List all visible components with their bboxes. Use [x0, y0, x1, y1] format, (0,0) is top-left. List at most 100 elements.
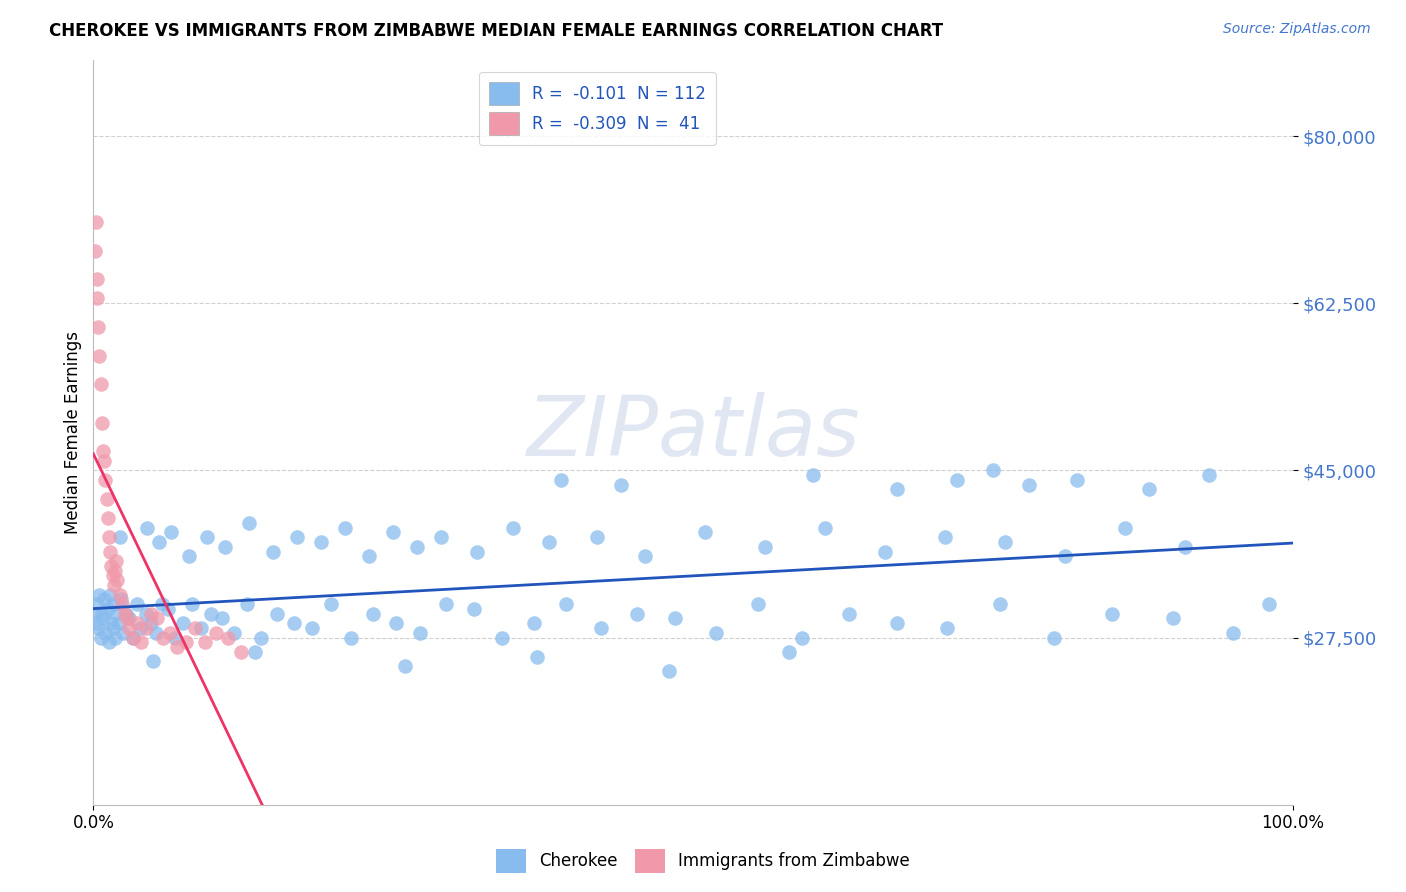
Point: [146, 611, 169, 625]
Point: [792, 631, 814, 645]
Point: [946, 473, 969, 487]
Point: [101, 568, 124, 582]
Point: [266, 607, 288, 621]
Point: [122, 631, 145, 645]
Point: [408, 625, 430, 640]
Point: [555, 597, 578, 611]
Point: [361, 607, 384, 621]
Point: [104, 631, 127, 645]
Point: [125, 597, 148, 611]
Point: [936, 621, 959, 635]
Point: [301, 621, 323, 635]
Point: [118, 611, 141, 625]
Point: [163, 631, 186, 645]
Point: [97, 602, 120, 616]
Point: [107, 616, 129, 631]
Point: [179, 549, 201, 564]
Point: [90, 607, 112, 621]
Point: [394, 659, 416, 673]
Point: [994, 535, 1017, 549]
Point: [190, 621, 212, 635]
Point: [136, 521, 159, 535]
Point: [150, 597, 173, 611]
Point: [658, 664, 681, 678]
Point: [111, 597, 134, 611]
Point: [538, 535, 561, 549]
Point: [180, 597, 202, 611]
Point: [1222, 625, 1244, 640]
Point: [589, 621, 612, 635]
Point: [406, 540, 429, 554]
Point: [1137, 483, 1160, 497]
Point: [664, 611, 686, 625]
Point: [214, 540, 236, 554]
Text: ZIPatlas: ZIPatlas: [526, 392, 860, 473]
Point: [135, 621, 157, 635]
Point: [262, 544, 284, 558]
Point: [89, 588, 111, 602]
Point: [105, 573, 128, 587]
Point: [94, 625, 117, 640]
Point: [1043, 631, 1066, 645]
Point: [142, 654, 165, 668]
Point: [96, 491, 118, 506]
Point: [98, 544, 121, 558]
Point: [1066, 473, 1088, 487]
Y-axis label: Median Female Earnings: Median Female Earnings: [65, 331, 82, 533]
Point: [84, 215, 107, 229]
Point: [86, 597, 108, 611]
Point: [988, 597, 1011, 611]
Point: [934, 530, 956, 544]
Point: [359, 549, 381, 564]
Point: [139, 616, 162, 631]
Point: [586, 530, 609, 544]
Point: [1114, 521, 1136, 535]
Point: [222, 625, 245, 640]
Point: [981, 463, 1004, 477]
Point: [83, 607, 105, 621]
Point: [335, 521, 357, 535]
Point: [1101, 607, 1123, 621]
Point: [1174, 540, 1197, 554]
Point: [118, 621, 141, 635]
Point: [103, 597, 125, 611]
Point: [384, 616, 406, 631]
Point: [465, 544, 488, 558]
Point: [1198, 468, 1220, 483]
Point: [875, 544, 897, 558]
Point: [283, 616, 305, 631]
Point: [245, 645, 267, 659]
Point: [166, 640, 188, 654]
Point: [747, 597, 769, 611]
Point: [145, 625, 167, 640]
Point: [340, 631, 363, 645]
Point: [610, 477, 633, 491]
Point: [382, 525, 405, 540]
Point: [174, 635, 197, 649]
Point: [135, 607, 157, 621]
Point: [131, 621, 153, 635]
Point: [108, 588, 131, 602]
Point: [1161, 611, 1184, 625]
Point: [704, 625, 727, 640]
Point: [94, 473, 117, 487]
Point: [105, 607, 128, 621]
Point: [886, 616, 908, 631]
Point: [526, 649, 548, 664]
Point: [89, 631, 111, 645]
Point: [86, 292, 108, 306]
Point: [131, 635, 153, 649]
Point: [89, 349, 111, 363]
Point: [1258, 597, 1281, 611]
Point: [229, 645, 252, 659]
Point: [125, 616, 148, 631]
Point: [838, 607, 860, 621]
Point: [695, 525, 717, 540]
Point: [430, 530, 453, 544]
Point: [148, 535, 170, 549]
Point: [200, 607, 222, 621]
Point: [83, 244, 105, 258]
Point: [194, 635, 217, 649]
Point: [814, 521, 837, 535]
Point: [217, 631, 239, 645]
